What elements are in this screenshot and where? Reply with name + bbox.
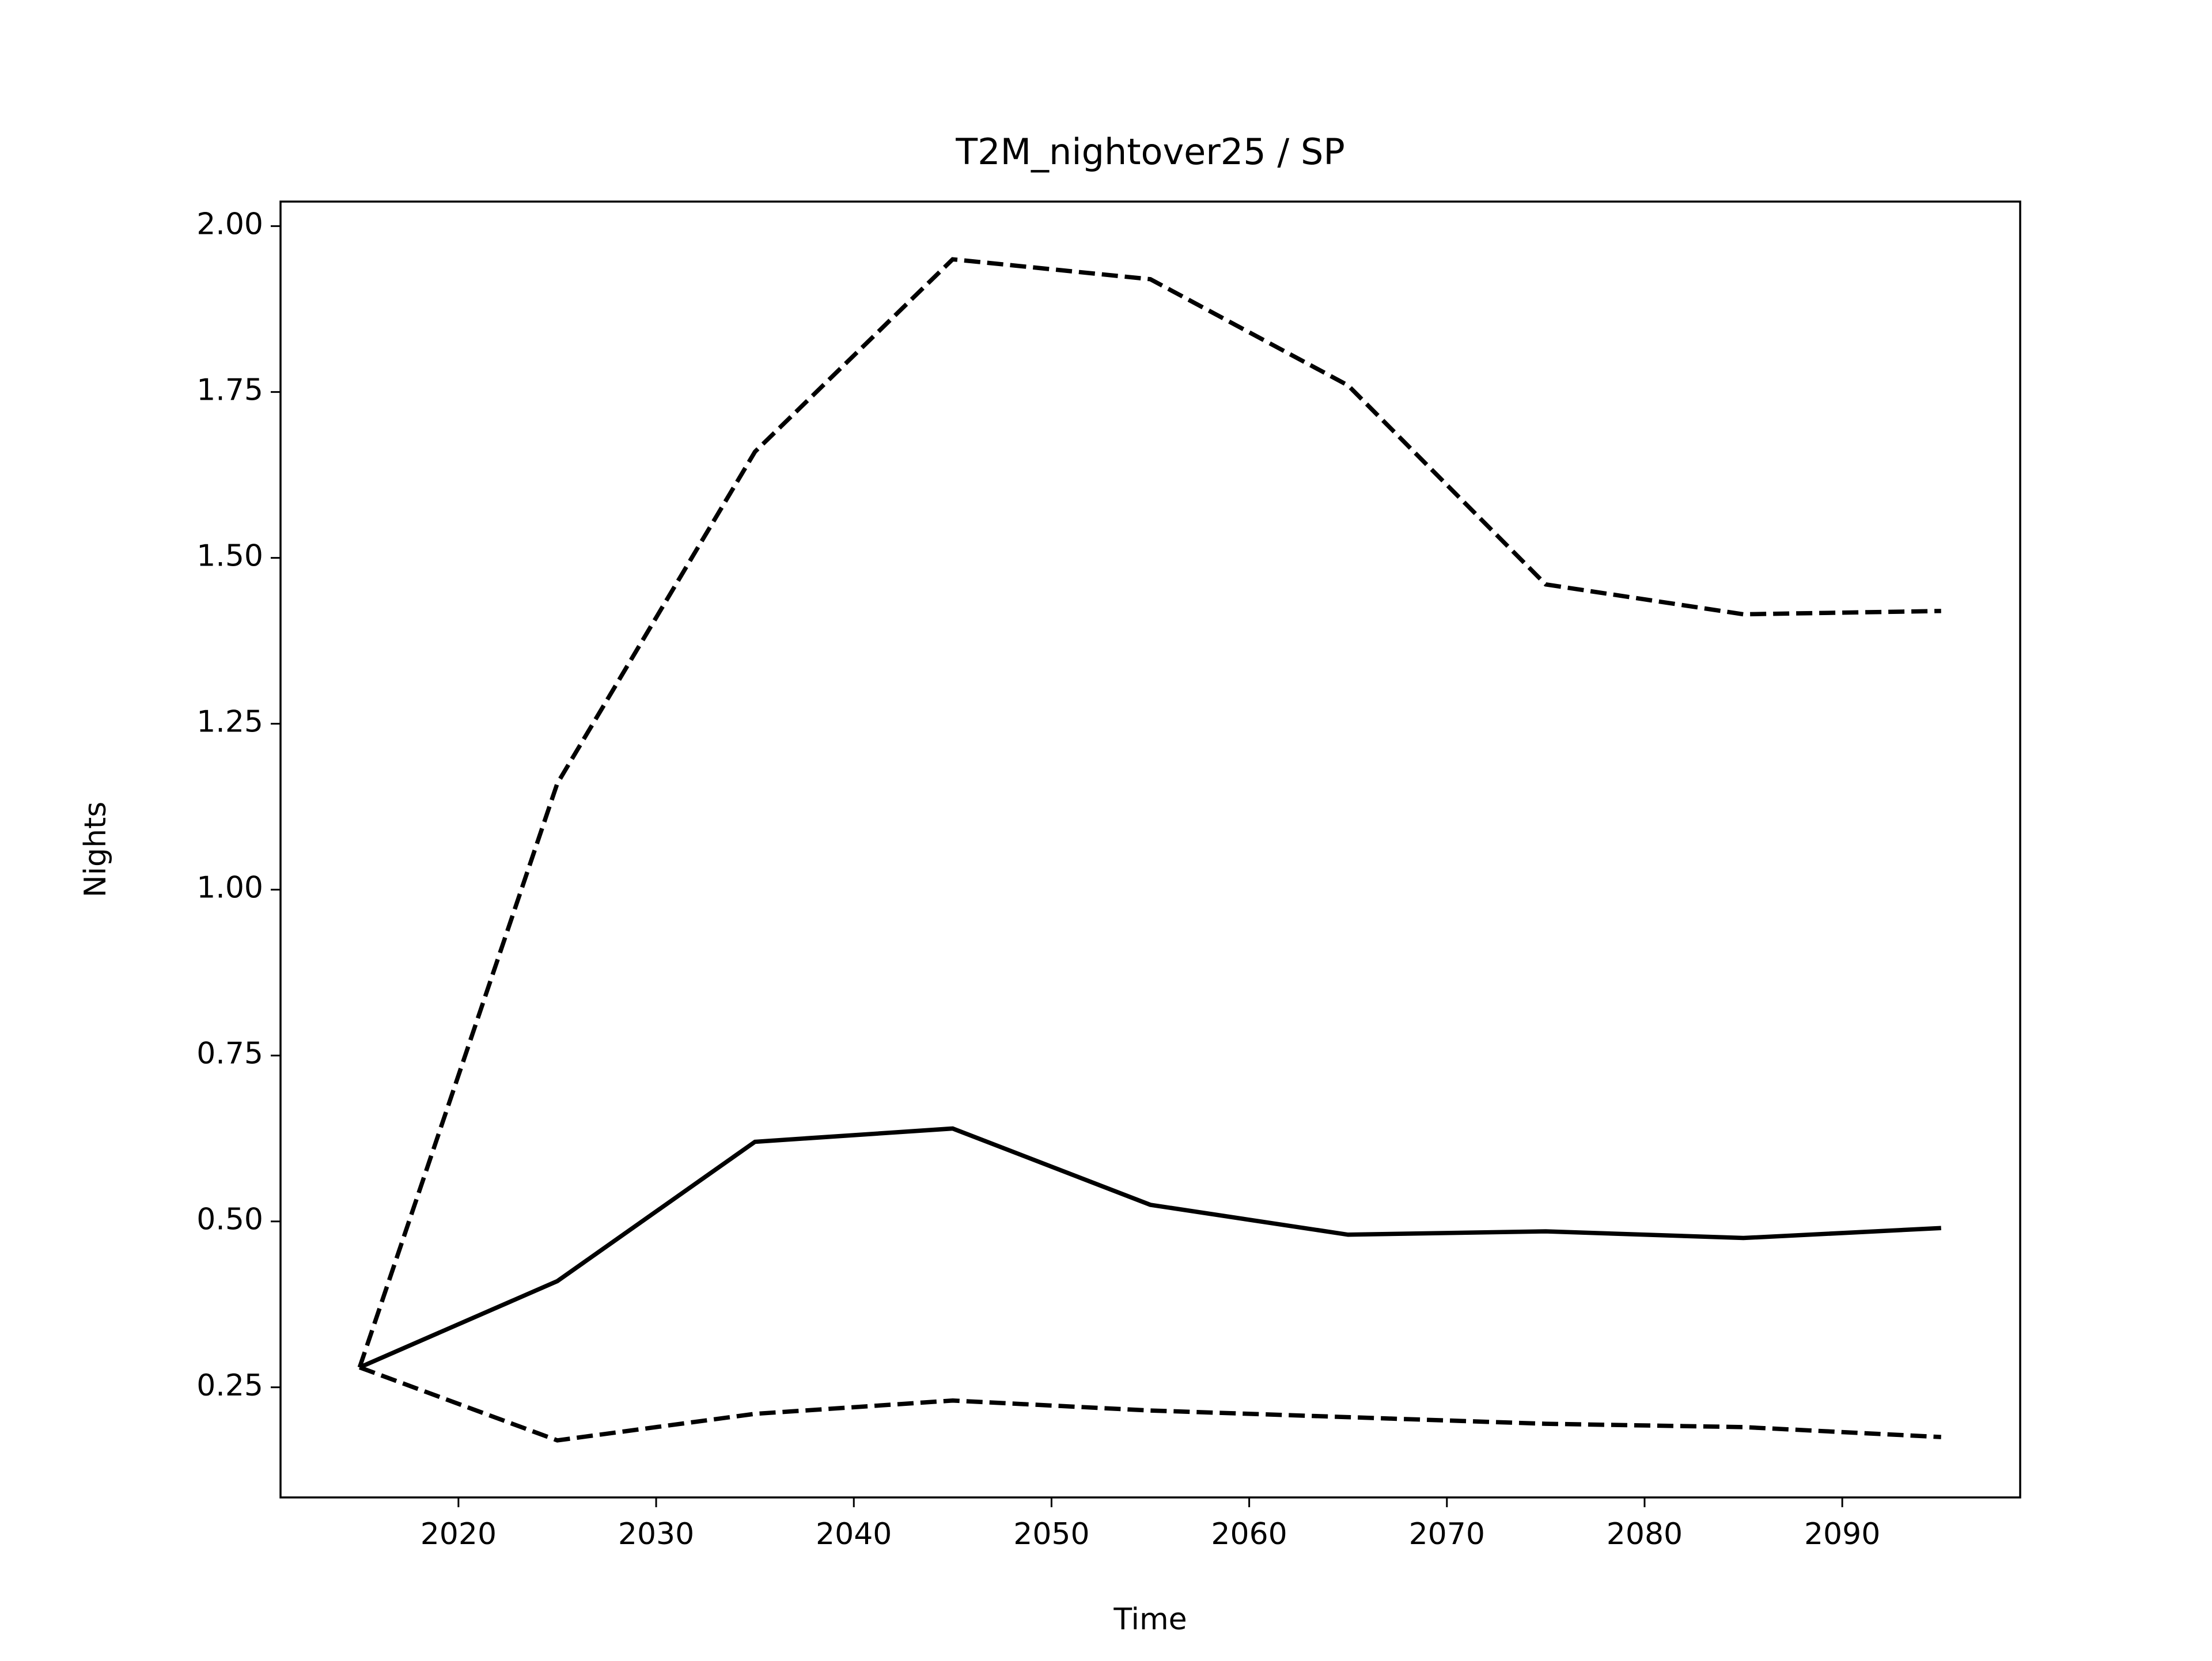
- data-line: [358, 1365, 1941, 1443]
- data-line: [357, 257, 1941, 1368]
- x-tick-label: 2030: [618, 1517, 694, 1552]
- y-tick-label: 0.50: [196, 1203, 263, 1237]
- y-tick-label: 2.00: [196, 207, 263, 242]
- y-axis-label: Nights: [78, 802, 113, 898]
- y-tick-label: 1.50: [196, 539, 263, 574]
- x-tick-label: 2020: [421, 1517, 497, 1552]
- y-tick-label: 0.25: [196, 1368, 263, 1403]
- y-tick-label: 0.75: [196, 1037, 263, 1071]
- x-tick-label: 2060: [1211, 1517, 1287, 1552]
- plot-frame: [279, 200, 2021, 1499]
- data-line: [358, 1126, 1941, 1370]
- x-tick-label: 2050: [1013, 1517, 1089, 1552]
- y-tick-label: 1.75: [196, 373, 263, 408]
- x-tick-label: 2070: [1409, 1517, 1485, 1552]
- x-tick-label: 2040: [816, 1517, 892, 1552]
- x-axis-label: Time: [1113, 1602, 1187, 1637]
- chart-title: T2M_nightover25 / SP: [955, 131, 1345, 173]
- x-tick-label: 2080: [1607, 1517, 1683, 1552]
- y-tick-label: 1.25: [196, 705, 263, 740]
- y-tick-label: 1.00: [196, 871, 263, 905]
- x-tick-label: 2090: [1804, 1517, 1880, 1552]
